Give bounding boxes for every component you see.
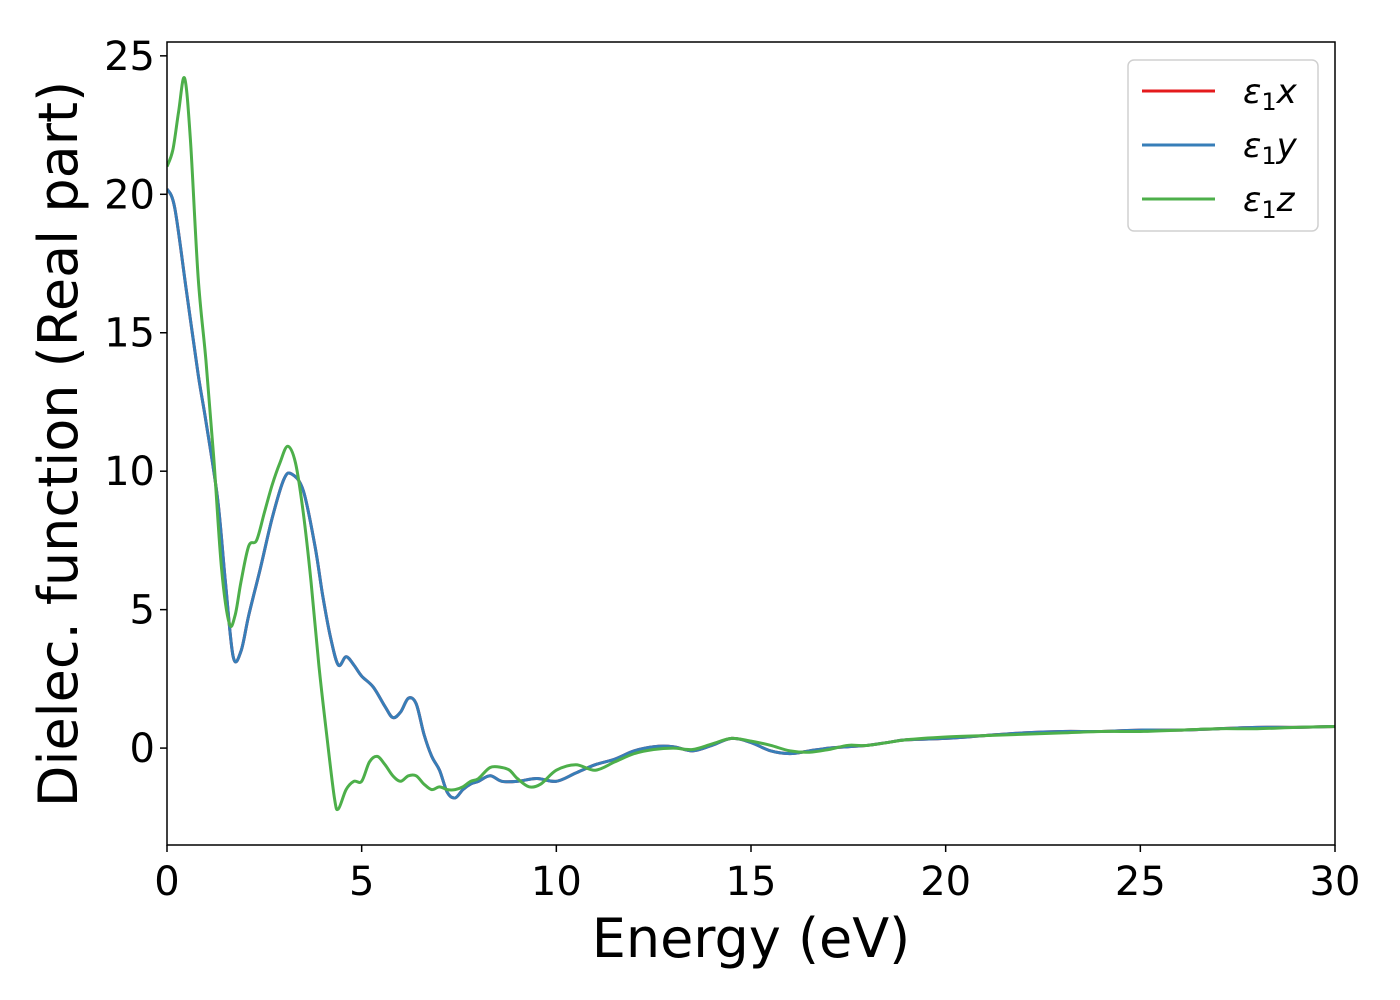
axis-ticks: 0 5 10 15 20 25 30 0 5 10 15 20 25	[104, 34, 1360, 905]
y-tick-label: 10	[104, 449, 155, 495]
y-tick-label: 20	[104, 172, 155, 218]
legend-label-x: ε1x	[1243, 72, 1298, 116]
legend-label-z: ε1z	[1243, 180, 1296, 224]
legend-box	[1127, 59, 1319, 232]
series-lines	[167, 76, 1335, 812]
x-axis-label: Energy (eV)	[592, 907, 911, 970]
y-tick-label: 25	[104, 34, 155, 80]
legend-label-y: ε1y	[1243, 126, 1298, 170]
series-line-z	[167, 76, 1335, 812]
x-tick-label: 30	[1310, 859, 1361, 905]
x-tick-label: 25	[1115, 859, 1166, 905]
x-tick-label: 20	[920, 859, 971, 905]
legend: ε1x ε1y ε1z	[1127, 59, 1319, 232]
y-tick-label: 5	[130, 588, 155, 634]
y-tick-label: 15	[104, 311, 155, 357]
x-tick-label: 10	[531, 859, 582, 905]
x-tick-label: 0	[154, 859, 179, 905]
y-axis-label: Dielec. function (Real part)	[27, 81, 90, 807]
x-tick-label: 15	[726, 859, 777, 905]
y-tick-label: 0	[130, 726, 155, 772]
series-line-x	[167, 188, 1335, 800]
series-line-y	[167, 188, 1335, 800]
x-tick-label: 5	[349, 859, 374, 905]
